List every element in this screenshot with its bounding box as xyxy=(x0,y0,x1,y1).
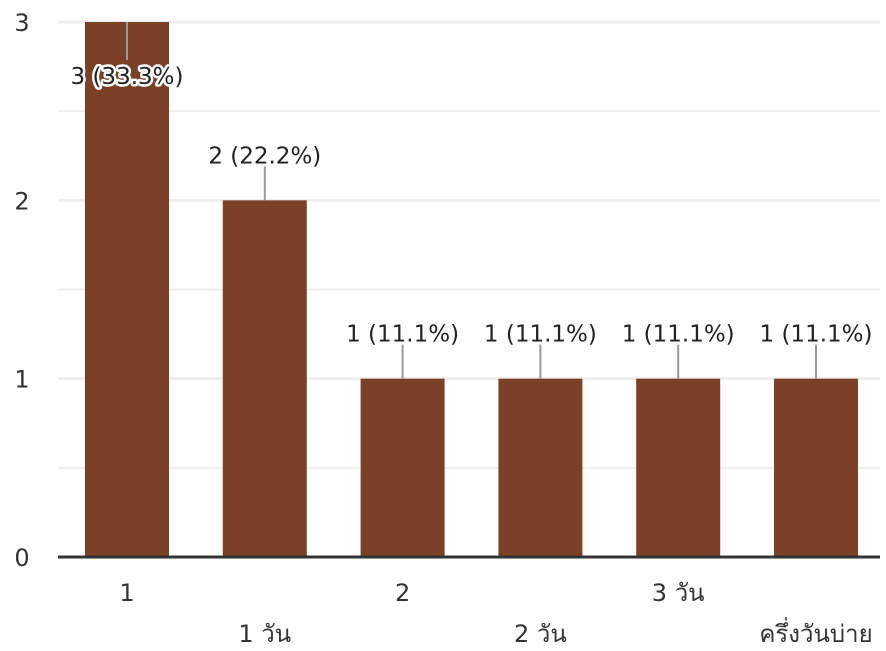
label-leaders xyxy=(126,22,817,379)
data-labels: 3 (33.3%) 2 (22.2%) 1 (11.1%) 1 (11.1%) 1 (1… xyxy=(68,62,873,348)
x-tick-label: 1 xyxy=(119,579,134,607)
bar xyxy=(774,378,858,557)
bar xyxy=(360,378,445,557)
data-label: 1 (11.1%) xyxy=(760,322,873,348)
data-label: 1 (11.1%) xyxy=(622,322,735,348)
grid-lines xyxy=(58,20,880,469)
bars xyxy=(85,22,858,558)
x-tick-label: 2 xyxy=(395,579,410,607)
y-tick-label: 2 xyxy=(14,187,29,215)
x-tick-label: ครึ่งวันบ่าย xyxy=(759,617,872,648)
data-label: 1 (11.1%) xyxy=(484,322,597,348)
bar xyxy=(85,22,169,557)
x-axis-ticks: 1 1 วัน 2 2 วัน 3 วันครึ่งวันบ่าย xyxy=(119,579,872,648)
y-tick-label: 1 xyxy=(14,366,29,394)
bar xyxy=(636,378,721,557)
bar xyxy=(222,200,307,558)
data-label: 2 (22.2%) xyxy=(208,143,321,169)
y-axis-ticks: 0 1 2 3 xyxy=(14,9,29,572)
x-tick-label: 3 วัน xyxy=(652,579,705,607)
x-tick-label: 1 วัน xyxy=(238,620,291,648)
data-label: 1 (11.1%) xyxy=(346,322,459,348)
y-tick-label: 0 xyxy=(14,544,29,572)
data-label: 3 (33.3%) xyxy=(71,64,184,90)
y-tick-label: 3 xyxy=(14,9,29,37)
x-tick-label: 2 วัน xyxy=(514,620,567,648)
bar xyxy=(498,378,583,557)
